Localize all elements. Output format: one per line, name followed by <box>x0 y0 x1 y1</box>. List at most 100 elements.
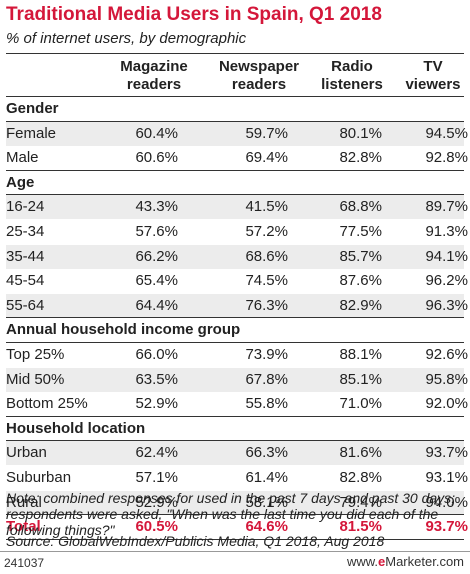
table-row-value-newspaper: 76.3% <box>245 296 288 314</box>
column-header-magazine-text: Magazine readers <box>120 58 188 93</box>
table-row-label: 35-44 <box>6 247 45 265</box>
table-row-value-radio: 88.1% <box>339 346 382 363</box>
table-row-value-radio: 81.6% <box>339 444 382 462</box>
table-row-value-radio: 87.6% <box>339 272 382 290</box>
section-header: Gender <box>6 97 464 121</box>
table-row: 16-24 43.3% 41.5% 68.8% 89.7% <box>6 195 468 220</box>
table-row-value-tv: 93.7% <box>425 444 468 462</box>
table-row-label: 55-64 <box>6 296 45 314</box>
chart-title: Traditional Media Users in Spain, Q1 201… <box>6 4 382 25</box>
table-row-value-magazine: 60.4% <box>135 124 178 142</box>
table-row-value-newspaper: 67.8% <box>245 370 288 388</box>
table-row-value-magazine: 66.0% <box>135 346 178 363</box>
table-row-value-radio: 82.9% <box>339 296 382 314</box>
table-row-value-magazine: 52.9% <box>135 493 178 511</box>
table-row: Top 25% 66.0% 73.9% 88.1% 92.6% <box>6 343 468 367</box>
table-row-label: 45-54 <box>6 272 45 290</box>
table-row-value-newspaper: 74.5% <box>245 272 288 290</box>
column-header-tv-text: TV viewers <box>405 58 461 93</box>
table-row-value-tv: 89.7% <box>425 198 468 216</box>
table-row: Suburban 57.1% 61.4% 82.8% 93.1% <box>6 466 468 490</box>
table-row-value-tv: 96.3% <box>425 296 468 314</box>
table-row-value-tv: 93.1% <box>425 469 468 486</box>
total-row-label: Total <box>6 518 41 536</box>
top-rule <box>6 53 464 54</box>
section-header-label: Gender <box>6 100 59 117</box>
section-header: Age <box>6 170 464 195</box>
table-row-value-magazine: 64.4% <box>135 296 178 314</box>
column-header-newspaper-text: Newspaper readers <box>218 58 300 93</box>
total-row-value-tv: 93.7% <box>425 518 468 536</box>
table-row: 45-54 65.4% 74.5% 87.6% 96.2% <box>6 269 468 293</box>
section-divider <box>6 120 464 122</box>
table-row-value-magazine: 43.3% <box>135 198 178 216</box>
table-row-label: 25-34 <box>6 223 45 240</box>
total-row-value-radio: 81.5% <box>339 518 382 536</box>
table-row-value-magazine: 63.5% <box>135 370 178 388</box>
table-row-value-radio: 77.5% <box>339 223 382 240</box>
table-row: 35-44 66.2% 68.6% 85.7% 94.1% <box>6 244 468 269</box>
table-row-value-tv: 95.8% <box>425 370 468 388</box>
table-row-value-radio: 71.0% <box>339 395 382 413</box>
table-source: Source: GlobalWebIndex/Publicis Media, Q… <box>6 533 385 549</box>
table-row-value-newspaper: 69.4% <box>245 149 288 167</box>
table-row-label: Suburban <box>6 469 72 486</box>
table-row: 55-64 64.4% 76.3% 82.9% 96.3% <box>6 293 468 318</box>
section-divider <box>6 169 464 171</box>
table-row-value-radio: 85.1% <box>339 370 382 388</box>
header-rule <box>6 96 464 97</box>
table-row-value-magazine: 65.4% <box>135 272 178 290</box>
total-row-value-magazine: 60.5% <box>135 518 178 536</box>
chart-id: 241037 <box>4 556 45 570</box>
table-row-value-radio: 80.1% <box>339 124 382 142</box>
section-header-label: Household location <box>6 419 146 437</box>
table-row-label: Top 25% <box>6 346 65 363</box>
table-row-value-tv: 92.8% <box>425 149 468 167</box>
table-row-value-tv: 96.2% <box>425 272 468 290</box>
total-divider <box>6 514 464 516</box>
column-header-magazine: Magazine readers <box>99 58 209 94</box>
column-header-radio-text: Radio listeners <box>321 58 383 93</box>
table-row-label: Urban <box>6 444 47 462</box>
table-row-value-newspaper: 58.1% <box>245 493 288 511</box>
section-header-label: Annual household income group <box>6 321 241 339</box>
table-row-value-radio: 82.8% <box>339 469 382 486</box>
section-divider <box>6 440 464 442</box>
table-row-value-newspaper: 61.4% <box>245 469 288 486</box>
table-row-value-tv: 91.3% <box>425 223 468 240</box>
table-row-value-newspaper: 55.8% <box>245 395 288 413</box>
table-row: Bottom 25% 52.9% 55.8% 71.0% 92.0% <box>6 392 468 416</box>
table-row-value-newspaper: 57.2% <box>245 223 288 240</box>
table-row-label: Female <box>6 124 57 142</box>
section-header: Household location <box>6 416 464 441</box>
section-divider <box>6 317 464 319</box>
column-header-radio: Radio listeners <box>297 58 407 94</box>
total-row: Total 60.5% 64.6% 81.5% 93.7% <box>6 515 468 539</box>
table-row-label: Bottom 25% <box>6 395 88 413</box>
column-header-tv: TV viewers <box>378 58 470 94</box>
table-row-value-tv: 94.1% <box>425 247 468 265</box>
total-row-value-newspaper: 64.6% <box>245 518 288 536</box>
table-row-value-tv: 94.5% <box>425 124 468 142</box>
table-row-value-newspaper: 73.9% <box>245 346 288 363</box>
table-row: Mid 50% 63.5% 67.8% 85.1% 95.8% <box>6 367 468 392</box>
table-row-value-tv: 92.0% <box>425 395 468 413</box>
table-row-value-radio: 79.4% <box>339 493 382 511</box>
table-row-label: Rural <box>6 493 42 511</box>
table-row-value-magazine: 60.6% <box>135 149 178 167</box>
emarketer-logo: www.eMarketer.com <box>346 554 464 569</box>
table-row-value-magazine: 57.6% <box>135 223 178 240</box>
table-row-value-newspaper: 66.3% <box>245 444 288 462</box>
table-row-value-magazine: 57.1% <box>135 469 178 486</box>
table-row: 25-34 57.6% 57.2% 77.5% 91.3% <box>6 220 468 244</box>
table-row-label: 16-24 <box>6 198 45 216</box>
table-row-value-radio: 68.8% <box>339 198 382 216</box>
table-row-value-tv: 92.6% <box>425 346 468 363</box>
chart-subtitle: % of internet users, by demographic <box>6 30 247 47</box>
table-row-value-newspaper: 41.5% <box>245 198 288 216</box>
table-row-value-radio: 85.7% <box>339 247 382 265</box>
table-row: Rural 52.9% 58.1% 79.4% 94.0% <box>6 490 468 515</box>
table-row-value-tv: 94.0% <box>425 493 468 511</box>
table-row: Urban 62.4% 66.3% 81.6% 93.7% <box>6 441 468 466</box>
table-row: Female 60.4% 59.7% 80.1% 94.5% <box>6 121 468 146</box>
